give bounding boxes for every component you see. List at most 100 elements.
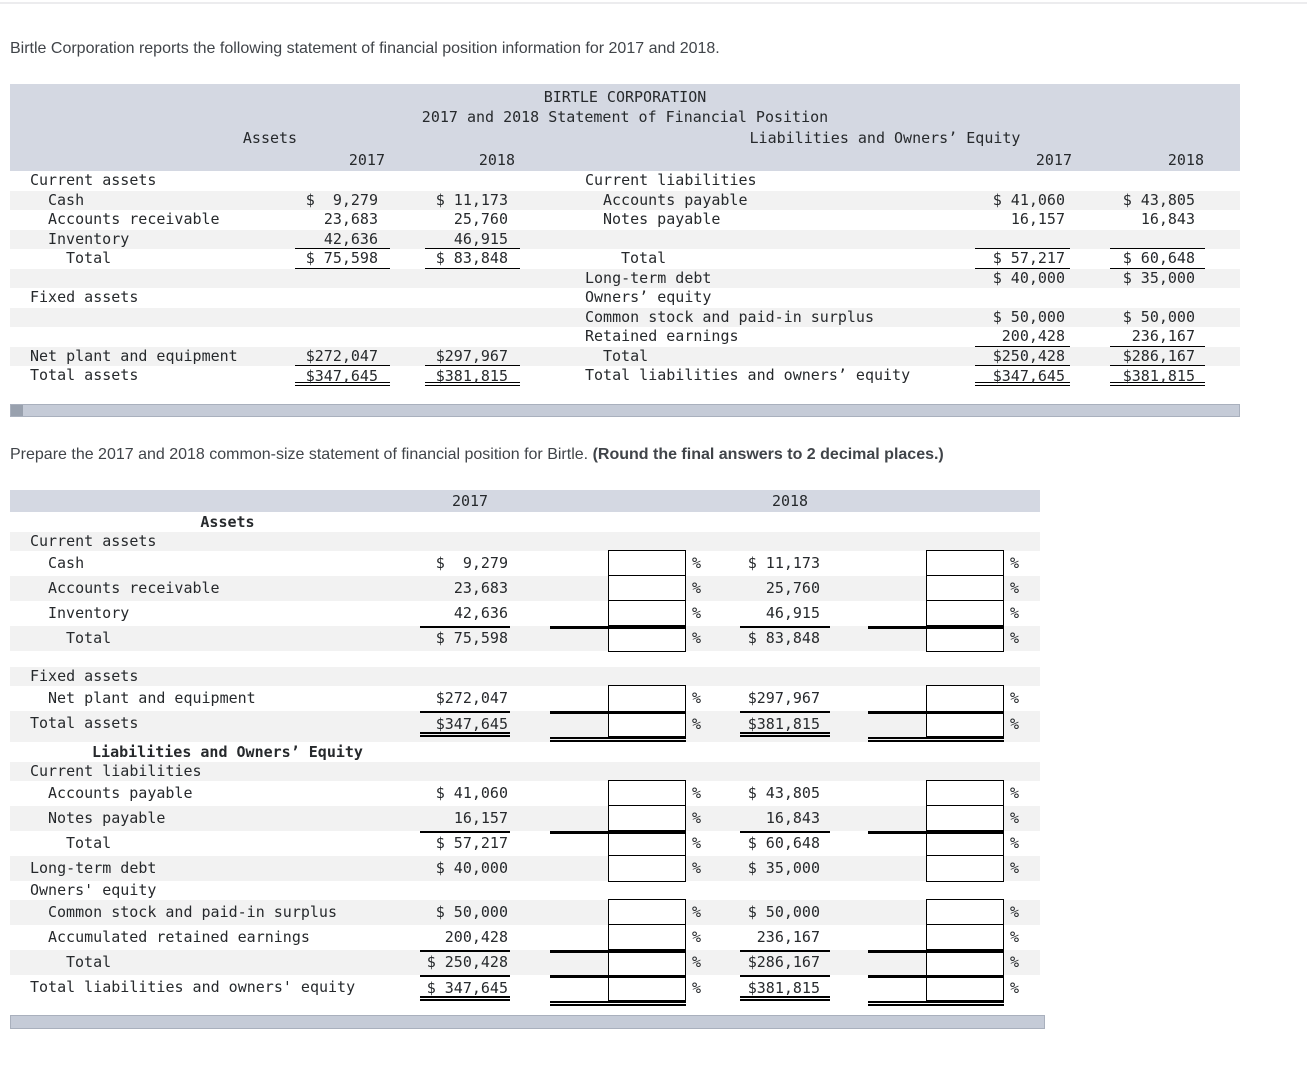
percent-input-2018[interactable] xyxy=(926,899,1004,926)
cs-value-2018: 16,843 xyxy=(740,806,830,833)
cs-value-2018 xyxy=(740,512,830,532)
value-right-2017: $ 40,000 xyxy=(930,269,1070,289)
percent-cell-2017 xyxy=(540,742,690,762)
cs-value-2017 xyxy=(420,762,510,781)
gap xyxy=(1030,950,1040,977)
percent-input-2018[interactable] xyxy=(926,780,1004,807)
percent-input-2018[interactable] xyxy=(926,600,1004,629)
percent-input-2017[interactable] xyxy=(608,550,686,577)
percent-sign xyxy=(690,742,712,762)
value-left-2017: $ 9,279 xyxy=(295,191,390,211)
gap xyxy=(830,626,858,651)
percent-input-2017[interactable] xyxy=(608,899,686,926)
label-left: Net plant and equipment xyxy=(30,346,238,365)
value-right-2018: $ 35,000 xyxy=(1070,269,1205,289)
gap xyxy=(1030,925,1040,952)
label-right: Common stock and paid-in surplus xyxy=(585,307,874,326)
value-right-2017: $ 57,217 xyxy=(930,249,1070,269)
percent-sign: % xyxy=(1010,629,1020,647)
percent-input-2018[interactable] xyxy=(926,575,1004,602)
row-label: Fixed assets xyxy=(30,667,139,685)
percent-sign: % xyxy=(692,979,702,997)
percent-input-2017[interactable] xyxy=(608,975,686,1001)
value-text: $ 35,000 xyxy=(1122,268,1195,287)
percent-input-2017[interactable] xyxy=(608,625,686,652)
percent-sign: % xyxy=(1010,784,1020,802)
percent-cell-2018 xyxy=(858,805,1008,834)
percent-input-2017[interactable] xyxy=(608,600,686,629)
value-text: 200,428 xyxy=(975,327,1070,347)
percent-cell-2018 xyxy=(858,899,1008,926)
percent-input-2017[interactable] xyxy=(608,711,686,737)
percent-sign: % xyxy=(1010,834,1020,852)
percent-cell-2018 xyxy=(858,625,1008,652)
cs-value-2018: 25,760 xyxy=(765,579,820,597)
percent-cell-2017 xyxy=(540,685,690,714)
cs-row: Total assets $347,645% $381,815% xyxy=(10,711,1040,742)
value-text: $ 9,279 xyxy=(305,190,378,209)
horizontal-scrollbar-2[interactable] xyxy=(10,1015,1045,1029)
value-right-2018: $ 43,805 xyxy=(1070,191,1205,211)
percent-sign: % xyxy=(1010,554,1020,572)
percent-input-2017[interactable] xyxy=(608,575,686,602)
gap xyxy=(1030,762,1040,781)
cs-value-2018: $286,167 xyxy=(740,950,830,977)
gap xyxy=(1030,576,1040,601)
cs-value-2018 xyxy=(740,881,830,900)
gap xyxy=(830,925,858,952)
percent-sign: % xyxy=(692,784,702,802)
gap xyxy=(830,686,858,713)
percent-input-2017[interactable] xyxy=(608,780,686,807)
percent-input-2018[interactable] xyxy=(926,685,1004,714)
percent-sign xyxy=(690,532,712,551)
percent-input-2018[interactable] xyxy=(926,550,1004,577)
percent-input-2018[interactable] xyxy=(926,711,1004,737)
percent-sign: % xyxy=(1010,979,1020,997)
filler xyxy=(1205,308,1240,328)
percent-cell-2017 xyxy=(540,924,690,953)
statement-row: Total assets $347,645 $381,815 Total liabil… xyxy=(10,366,1240,393)
filler xyxy=(1205,191,1240,211)
percent-input-2018[interactable] xyxy=(926,855,1004,882)
value-left-2018 xyxy=(390,288,520,308)
percent-input-2017[interactable] xyxy=(608,924,686,953)
percent-cell-2017 xyxy=(540,575,690,602)
value-left-2018: $297,967 xyxy=(390,347,520,366)
percent-sign: % xyxy=(692,554,702,572)
filler xyxy=(1205,230,1240,250)
row-label: Cash xyxy=(48,554,85,572)
percent-input-2017[interactable] xyxy=(608,855,686,882)
percent-input-2018[interactable] xyxy=(926,830,1004,857)
cs-value-2017 xyxy=(420,651,510,667)
year-left-2018: 2018 xyxy=(478,151,515,169)
percent-sign: % xyxy=(692,629,702,647)
horizontal-scrollbar[interactable] xyxy=(10,404,1240,417)
percent-sign: % xyxy=(692,604,702,622)
percent-input-2017[interactable] xyxy=(608,830,686,857)
gap xyxy=(510,950,540,977)
percent-sign: % xyxy=(692,903,702,921)
gap xyxy=(830,856,858,881)
gap xyxy=(510,551,540,576)
gap xyxy=(1030,686,1040,713)
common-size-table: 2017 2018 Assets Current assets Cash $ 9,27… xyxy=(10,490,1040,1006)
value-text xyxy=(295,171,390,191)
percent-input-2017[interactable] xyxy=(608,685,686,714)
percent-input-2018[interactable] xyxy=(926,949,1004,978)
percent-input-2018[interactable] xyxy=(926,625,1004,652)
filler xyxy=(1205,171,1240,191)
value-left-2018: $ 11,173 xyxy=(390,191,520,211)
percent-sign xyxy=(690,881,712,900)
percent-input-2018[interactable] xyxy=(926,924,1004,953)
filler xyxy=(1205,327,1240,347)
percent-input-2017[interactable] xyxy=(608,949,686,978)
cs-row: Total $ 250,428% $286,167% xyxy=(10,949,1040,978)
cs-value-2018: $ 35,000 xyxy=(747,859,820,877)
value-left-2017 xyxy=(295,288,390,308)
cs-value-2017: 42,636 xyxy=(420,601,510,628)
scrollbar-thumb[interactable] xyxy=(11,405,23,416)
percent-sign: % xyxy=(692,715,702,733)
cs-value-2018: $ 43,805 xyxy=(747,784,820,802)
percent-sign: % xyxy=(1010,689,1020,707)
percent-input-2018[interactable] xyxy=(926,975,1004,1001)
